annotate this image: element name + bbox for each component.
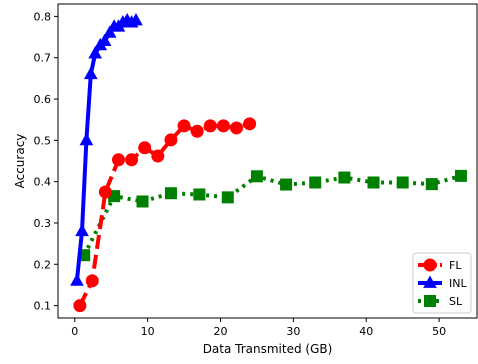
data-point-sl	[193, 188, 206, 201]
data-point-sl	[250, 170, 263, 183]
data-point-sl	[309, 176, 322, 189]
data-point-fl	[203, 119, 217, 133]
x-tick-label: 30	[286, 325, 300, 338]
data-point-inl	[88, 46, 102, 59]
y-axis-label: Accuracy	[13, 134, 27, 189]
x-axis-label: Data Transmited (GB)	[203, 342, 333, 356]
data-point-fl	[73, 299, 87, 313]
legend-label: FL	[449, 259, 462, 272]
legend-marker	[423, 275, 437, 288]
series-fl	[73, 117, 257, 313]
legend-label: INL	[449, 277, 467, 290]
legend-item-sl: SL	[418, 295, 463, 308]
data-point-inl	[70, 273, 84, 286]
y-tick-label: 0.5	[34, 134, 52, 147]
data-point-fl	[243, 117, 257, 131]
plot-frame	[57, 3, 478, 319]
series-layer	[70, 13, 467, 313]
data-point-fl	[164, 133, 178, 147]
y-tick-label: 0.1	[34, 300, 52, 313]
data-point-fl	[190, 124, 204, 138]
data-point-sl	[280, 178, 293, 191]
data-point-sl	[221, 191, 234, 204]
series-line-inl	[74, 18, 137, 282]
data-point-inl	[75, 223, 89, 237]
data-point-sl	[164, 187, 177, 200]
data-point-fl	[138, 141, 152, 155]
data-point-fl	[230, 121, 244, 135]
legend-marker	[424, 295, 436, 307]
series-line-fl	[78, 121, 251, 307]
data-point-inl	[97, 33, 112, 47]
x-axis-ticks: 0 10 20 30 40 50	[71, 318, 446, 338]
data-point-sl	[338, 171, 351, 184]
series-inl	[70, 13, 143, 286]
data-point-fl	[85, 274, 99, 288]
legend-item-fl: FL	[418, 258, 462, 272]
legend: FL INL SL	[412, 252, 472, 314]
data-point-sl	[425, 178, 438, 191]
data-point-fl	[177, 119, 191, 133]
legend-label: SL	[449, 295, 463, 308]
x-tick-label: 0	[71, 325, 78, 338]
y-tick-label: 0.8	[34, 10, 52, 23]
y-tick-label: 0.6	[34, 93, 52, 106]
data-point-fl	[216, 119, 230, 133]
data-point-sl	[136, 195, 149, 208]
y-axis-ticks: 0.1 0.2 0.3 0.4 0.5 0.6 0.7 0.8	[34, 10, 58, 313]
data-point-sl	[367, 176, 380, 189]
y-tick-label: 0.2	[34, 258, 52, 271]
series-sl	[78, 169, 467, 262]
data-point-sl	[454, 169, 467, 182]
data-point-inl	[129, 13, 143, 26]
y-tick-label: 0.4	[34, 176, 52, 189]
data-point-fl	[98, 185, 112, 199]
x-tick-label: 50	[432, 325, 446, 338]
x-tick-label: 20	[213, 325, 227, 338]
data-point-inl	[79, 132, 94, 146]
legend-marker	[423, 258, 437, 272]
data-point-inl	[102, 25, 117, 38]
data-point-fl	[151, 149, 165, 163]
x-tick-label: 40	[359, 325, 373, 338]
data-point-fl	[125, 153, 139, 167]
data-point-inl	[83, 66, 98, 80]
y-tick-label: 0.7	[34, 52, 52, 65]
legend-item-inl: INL	[418, 275, 467, 290]
data-point-fl	[111, 153, 125, 167]
y-tick-label: 0.3	[34, 217, 52, 230]
data-point-sl	[396, 176, 409, 189]
x-tick-label: 10	[141, 325, 155, 338]
